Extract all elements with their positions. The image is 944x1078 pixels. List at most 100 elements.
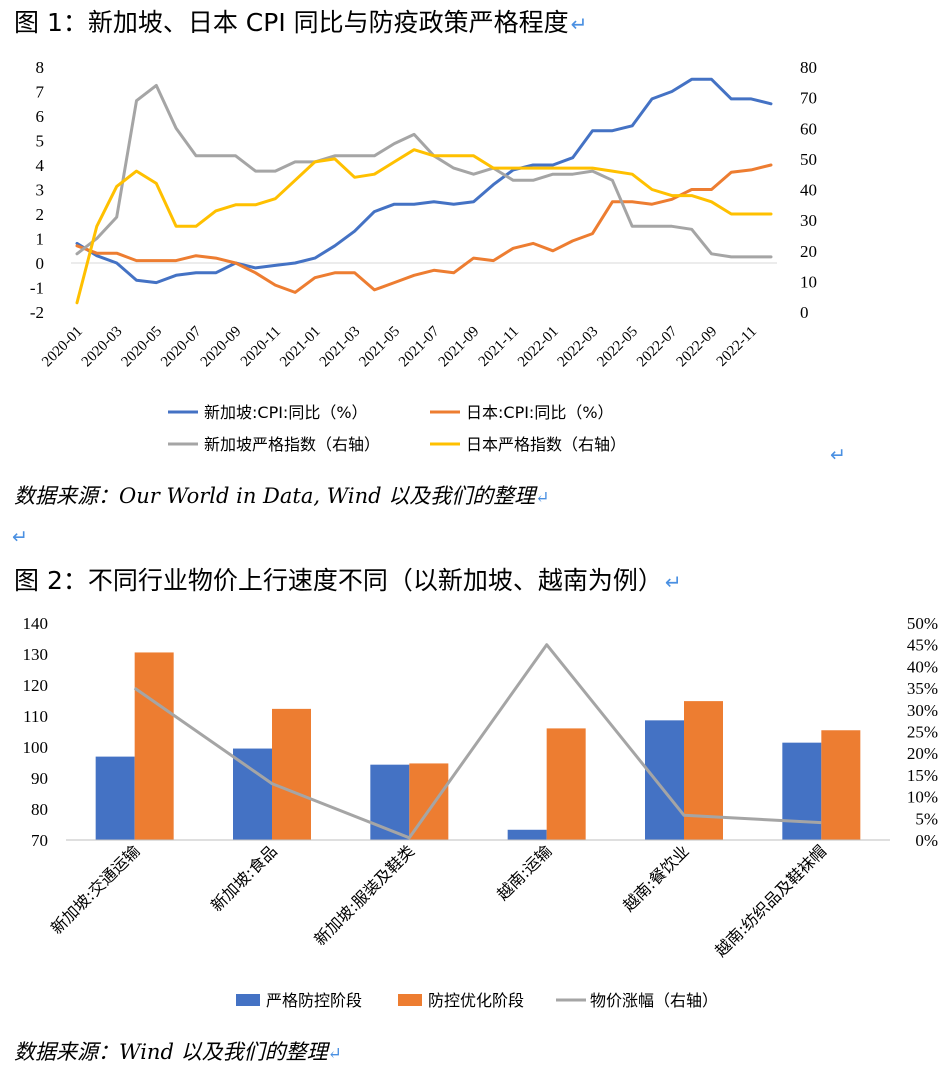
left-axis-tick-label: 7 <box>36 83 45 102</box>
left-axis-tick-label: -2 <box>30 303 44 322</box>
x-axis-tick-label: 2021-01 <box>277 324 324 371</box>
x-axis-tick-label: 2022-05 <box>594 324 641 371</box>
bar-series-1 <box>645 720 684 840</box>
bar-series-2 <box>821 730 861 840</box>
bar-series-2 <box>546 728 586 840</box>
price-increase-line <box>133 643 822 840</box>
legend-label: 物价涨幅（右轴） <box>590 991 718 1010</box>
x-axis-tick-label: 2022-11 <box>714 324 760 370</box>
x-axis-tick-label: 2021-05 <box>356 324 403 371</box>
category-label: 越南:餐饮业 <box>619 841 693 915</box>
left-axis-tick-label: 1 <box>36 230 45 249</box>
left-axis-tick-label: 90 <box>31 769 48 788</box>
left-axis-tick-label: 5 <box>36 132 45 151</box>
legend-swatch <box>398 994 422 1006</box>
right-axis-tick-label: 0 <box>800 303 809 322</box>
return-mark-icon: ↵ <box>830 444 846 466</box>
return-mark-icon: ↵ <box>535 488 550 508</box>
x-axis-tick-label: 2022-09 <box>674 324 721 371</box>
right-axis-tick-label: 30% <box>907 701 938 720</box>
left-axis-tick-label: 6 <box>36 107 45 126</box>
category-label: 新加坡:服装及鞋类 <box>310 841 418 949</box>
bar-series-1 <box>370 764 410 840</box>
right-axis-tick-label: 10% <box>907 788 938 807</box>
legend-label: 新加坡:CPI:同比（%） <box>204 403 368 422</box>
right-axis-tick-label: 35% <box>907 679 938 698</box>
left-axis-tick-label: -1 <box>30 279 44 298</box>
category-label: 越南:运输 <box>493 841 556 904</box>
x-axis-tick-label: 2022-07 <box>634 323 681 370</box>
series-line-4 <box>75 148 773 305</box>
bar-series-1 <box>782 742 822 840</box>
x-axis-tick-label: 2020-01 <box>39 324 86 371</box>
series-line-1 <box>75 77 773 285</box>
left-axis-tick-label: 3 <box>36 181 45 200</box>
left-axis-tick-label: 110 <box>23 707 48 726</box>
x-axis-tick-label: 2020-03 <box>79 324 126 371</box>
return-mark-icon: ↵ <box>664 570 682 594</box>
right-axis-tick-label: 70 <box>800 89 817 108</box>
legend-swatch <box>236 994 260 1006</box>
figure2-source-text: 数据来源：Wind 以及我们的整理 <box>14 1040 328 1064</box>
series-line-2 <box>75 163 773 294</box>
figure2-source: 数据来源：Wind 以及我们的整理↵ <box>14 1036 342 1066</box>
left-axis-tick-label: 140 <box>23 614 49 633</box>
category-label: 越南:纺织品及鞋袜帽 <box>711 841 830 960</box>
left-axis-tick-label: 130 <box>23 645 49 664</box>
left-axis-tick-label: 8 <box>36 58 45 77</box>
left-axis-tick-label: 4 <box>36 156 45 175</box>
right-axis-tick-label: 25% <box>907 723 938 742</box>
right-axis-tick-label: 20% <box>907 744 938 763</box>
right-axis-tick-label: 40 <box>800 181 817 200</box>
return-mark-icon: ↵ <box>327 1044 342 1064</box>
figure1-title: 图 1：新加坡、日本 CPI 同比与防疫政策严格程度 ↵ <box>14 8 587 39</box>
right-axis-tick-label: 60 <box>800 119 817 138</box>
x-axis-tick-label: 2020-07 <box>158 323 205 370</box>
right-axis-tick-label: 80 <box>800 58 817 77</box>
figure1-title-text: 图 1：新加坡、日本 CPI 同比与防疫政策严格程度 <box>14 8 569 37</box>
legend-label: 日本:CPI:同比（%） <box>466 403 614 422</box>
bar-series-2 <box>684 701 723 840</box>
legend-label: 防控优化阶段 <box>428 991 524 1010</box>
x-axis-tick-label: 2020-05 <box>118 324 165 371</box>
figure2-title: 图 2：不同行业物价上行速度不同（以新加坡、越南为例） ↵ <box>14 566 682 597</box>
bar-series-2 <box>134 652 174 840</box>
figure1-source: 数据来源：Our World in Data, Wind 以及我们的整理↵ <box>14 480 550 510</box>
right-axis-tick-label: 40% <box>907 657 938 676</box>
right-axis-tick-label: 30 <box>800 211 817 230</box>
x-axis-tick-label: 2021-09 <box>436 324 483 371</box>
right-axis-tick-label: 20 <box>800 242 817 261</box>
right-axis-tick-label: 5% <box>915 809 938 828</box>
right-axis-tick-label: 15% <box>907 766 938 785</box>
x-axis-tick-label: 2020-09 <box>198 324 245 371</box>
bar-series-1 <box>233 748 272 840</box>
right-axis-tick-label: 45% <box>907 636 938 655</box>
return-mark-icon: ↵ <box>570 12 588 36</box>
left-axis-tick-label: 0 <box>36 254 45 273</box>
legend-label: 日本严格指数（右轴） <box>466 435 626 454</box>
left-axis-tick-label: 80 <box>31 800 48 819</box>
legend-label: 新加坡严格指数（右轴） <box>204 435 380 454</box>
bar-series-2 <box>272 708 311 840</box>
x-axis-tick-label: 2022-03 <box>555 324 602 371</box>
right-axis-tick-label: 0% <box>915 831 938 850</box>
left-axis-tick-label: 70 <box>31 831 48 850</box>
series-line-3 <box>75 83 773 259</box>
figure2-title-text: 图 2：不同行业物价上行速度不同（以新加坡、越南为例） <box>14 566 663 595</box>
bar-series-1 <box>95 756 135 840</box>
category-label: 新加坡:交通运输 <box>47 841 143 937</box>
legend-label: 严格防控阶段 <box>266 991 362 1010</box>
figure1-source-text: 数据来源：Our World in Data, Wind 以及我们的整理 <box>14 484 536 508</box>
left-axis-tick-label: 120 <box>23 676 49 695</box>
figure2-bar-chart: 70 80 90 100 110 120 130 140 0% 5% 10% 15% 20% 25% 30%… <box>23 614 939 1010</box>
x-axis-tick-label: 2022-01 <box>515 324 562 371</box>
x-axis-tick-label: 2020-11 <box>238 324 284 370</box>
x-axis-tick-label: 2021-11 <box>476 324 522 370</box>
left-axis-tick-label: 100 <box>23 738 49 757</box>
right-axis-tick-label: 50 <box>800 150 817 169</box>
right-axis-tick-label: 10 <box>800 272 817 291</box>
x-axis-tick-label: 2021-07 <box>396 323 443 370</box>
bar-series-1 <box>507 829 547 840</box>
x-axis-tick-label: 2021-03 <box>317 324 364 371</box>
return-mark-icon: ↵ <box>12 526 28 548</box>
